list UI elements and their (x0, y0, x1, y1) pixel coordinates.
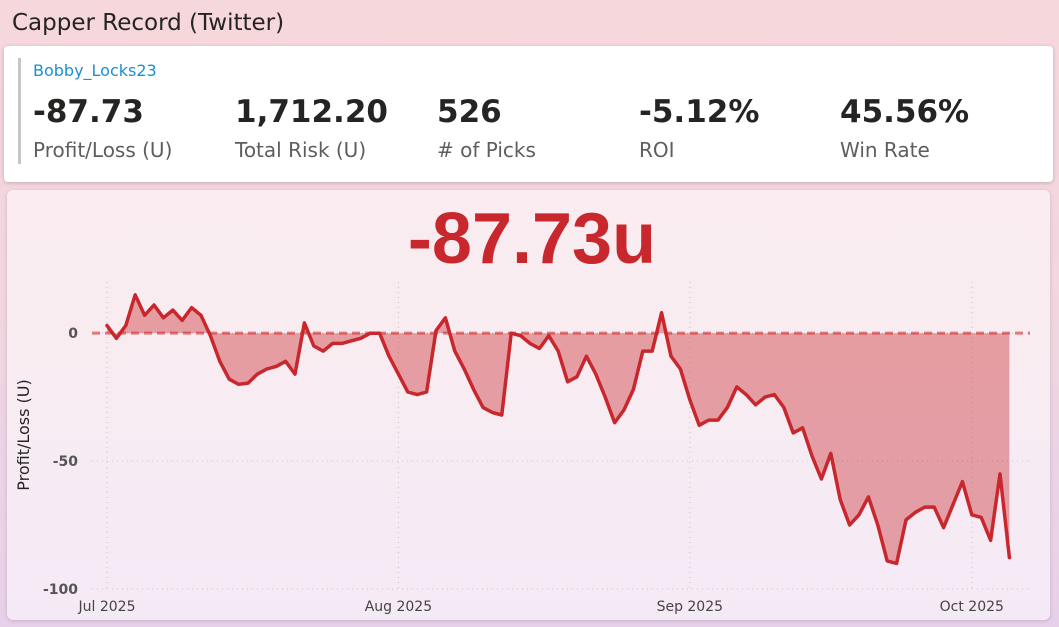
annotation: -87.73u (408, 199, 656, 279)
kpi: -87.73 Profit/Loss (U) (33, 94, 172, 162)
y-tick-label: -50 (53, 454, 79, 470)
kpi-label: Profit/Loss (U) (33, 138, 173, 162)
kpi: -5.12% ROI (639, 94, 759, 162)
kpi-label: ROI (639, 138, 675, 162)
kpi-value: 1,712.20 (235, 94, 388, 130)
chart-panel (7, 190, 1050, 620)
kpi-value: -87.73 (33, 94, 144, 130)
x-tick-label: Sep 2025 (657, 599, 723, 615)
x-tick-label: Jul 2025 (78, 599, 136, 615)
line (105, 293, 1012, 566)
capper-name: Bobby_Locks23 (33, 61, 157, 80)
kpi-label: # of Picks (437, 138, 536, 162)
kpi: 1,712.20 Total Risk (U) (235, 94, 388, 162)
x-tick-label: Aug 2025 (365, 599, 432, 615)
kpi: 45.56% Win Rate (840, 94, 969, 162)
y-axis-label: Profit/Loss (U) (14, 379, 33, 491)
card-accent (18, 58, 21, 164)
area (107, 294, 1010, 564)
kpi-label: Win Rate (840, 138, 930, 162)
kpi-value: 45.56% (840, 94, 970, 130)
y-tick-label: 0 (68, 326, 78, 342)
kpi-value: -5.12% (639, 94, 760, 130)
y-tick-label: -100 (43, 582, 78, 598)
kpi: 526 # of Picks (437, 94, 536, 162)
kpi-label: Total Risk (U) (235, 138, 367, 162)
kpi-value: 526 (437, 94, 502, 130)
kpi-card: Bobby_Locks23 -87.73 Profit/Loss (U) 1,712… (4, 46, 1053, 182)
x-tick-label: Oct 2025 (940, 599, 1004, 615)
page-title: Capper Record (Twitter) (12, 10, 285, 36)
